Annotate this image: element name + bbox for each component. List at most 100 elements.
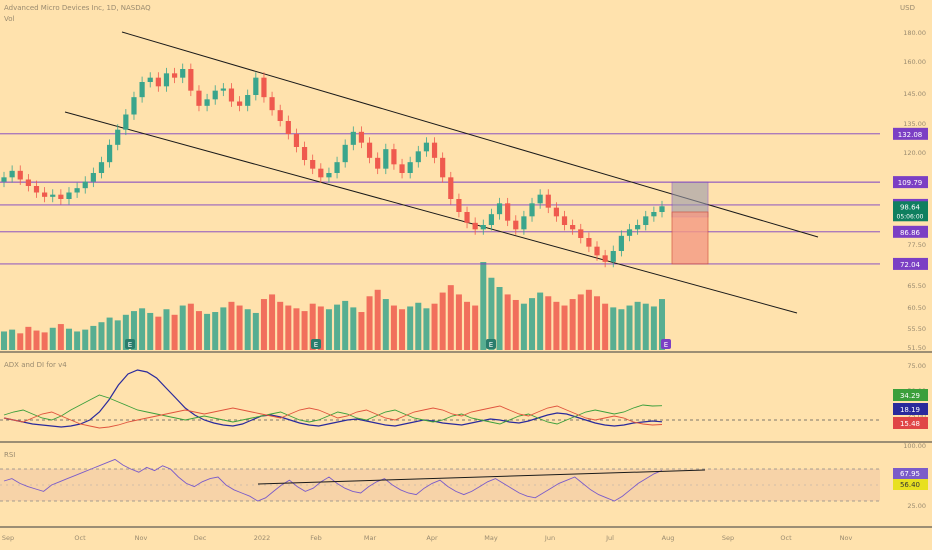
volume-bar: [504, 294, 511, 350]
candle-body: [285, 121, 291, 134]
adx-value-badge: [893, 403, 928, 415]
candle-body: [131, 97, 137, 115]
x-axis-tick-label: May: [484, 534, 498, 542]
candle-body: [537, 194, 543, 204]
candle-body: [659, 206, 665, 212]
volume-bar: [553, 301, 560, 350]
candle-body: [366, 142, 373, 158]
last-price-label: 98.64: [900, 203, 921, 211]
candle-body: [107, 144, 113, 163]
volume-bar: [277, 301, 284, 350]
volume-bar: [529, 298, 536, 350]
volume-bar: [431, 303, 438, 350]
candle-body: [570, 225, 576, 230]
volume-bar: [65, 328, 72, 350]
event-marker-label: E: [128, 341, 132, 349]
volume-bar: [236, 305, 243, 350]
candle-body: [66, 192, 72, 199]
volume-bar: [618, 309, 625, 350]
candle-body: [42, 192, 48, 197]
candle-body: [448, 177, 454, 199]
candle-body: [293, 134, 300, 147]
candle-body: [180, 69, 186, 78]
candle-body: [204, 99, 210, 106]
volume-bar: [147, 312, 154, 350]
candle-body: [196, 90, 202, 106]
adx-axis-tick-label: 75.00: [907, 362, 926, 370]
candle-body: [269, 97, 275, 111]
x-axis-tick-label: Feb: [310, 534, 322, 542]
candle-body: [50, 194, 56, 197]
price-countdown-label: 05:06:00: [897, 213, 924, 220]
volume-bar: [415, 302, 422, 350]
volume-bar: [171, 314, 178, 350]
volume-bar: [41, 332, 48, 350]
volume-bar: [9, 329, 16, 350]
rsi-axis-tick-label: 100.00: [903, 442, 926, 450]
adx-title: ADX and DI for v4: [4, 361, 67, 369]
volume-bar: [650, 306, 657, 350]
candle-body: [561, 216, 568, 225]
volume-bar: [25, 326, 32, 350]
x-axis-tick-label: 2022: [254, 534, 271, 542]
event-marker: [486, 339, 496, 349]
volume-bar: [561, 305, 568, 350]
candle-body: [342, 144, 348, 163]
candle-body: [440, 157, 446, 178]
volume-bar: [82, 329, 89, 350]
level-badge: [893, 257, 928, 270]
event-marker: [311, 339, 321, 349]
candle-body: [277, 110, 283, 121]
volume-bar: [382, 299, 389, 350]
x-axis-tick-label: Apr: [426, 534, 438, 542]
price-axis-tick-label: 60.50: [907, 304, 926, 312]
candle-body: [188, 69, 194, 91]
candle-body: [1, 177, 7, 182]
candle-body: [586, 238, 592, 247]
volume-bar: [496, 287, 503, 350]
volume-bar: [139, 308, 146, 350]
volume-bar: [439, 292, 446, 350]
chart-title: Advanced Micro Devices Inc, 1D, NASDAQ: [4, 4, 151, 12]
candle-body: [626, 229, 633, 236]
volume-bar: [204, 313, 211, 350]
volume-bar: [342, 300, 349, 350]
candle-body: [407, 162, 413, 173]
price-axis-tick-label: 135.00: [903, 120, 926, 128]
adx-value-label: 18.19: [900, 406, 920, 414]
volume-bar: [472, 305, 479, 350]
candle-body: [82, 181, 88, 189]
level-badge-label: 109.79: [898, 179, 923, 187]
candle-body: [334, 162, 340, 173]
stop-zone-box: [671, 211, 709, 265]
volume-bar: [602, 303, 609, 350]
candle-body: [350, 131, 356, 145]
volume-bar: [269, 294, 276, 350]
price-axis-tick-label: 145.00: [903, 90, 926, 98]
volume-bar: [163, 309, 170, 350]
volume-bar: [545, 296, 552, 350]
candle-body: [529, 203, 535, 217]
candle-body: [488, 214, 495, 225]
candle-body: [643, 216, 649, 225]
candle-body: [399, 164, 405, 173]
candle-body: [90, 173, 96, 182]
candle-body: [98, 162, 105, 173]
currency-label: USD: [900, 4, 915, 12]
event-marker: [661, 339, 671, 349]
candle-body: [115, 129, 121, 145]
candle-body: [521, 216, 527, 230]
candle-body: [301, 147, 308, 160]
x-axis-tick-label: Oct: [74, 534, 86, 542]
volume-bar: [301, 311, 308, 350]
volume-bar: [220, 307, 227, 350]
adx-series-line: [3, 394, 663, 425]
volume-bar: [659, 299, 665, 350]
volume-bar: [358, 312, 365, 350]
adx-value-badge: [893, 417, 928, 429]
event-marker-label: E: [489, 341, 493, 349]
volume-bar: [1, 331, 7, 350]
volume-bar: [537, 292, 544, 350]
volume-bar: [399, 309, 406, 350]
